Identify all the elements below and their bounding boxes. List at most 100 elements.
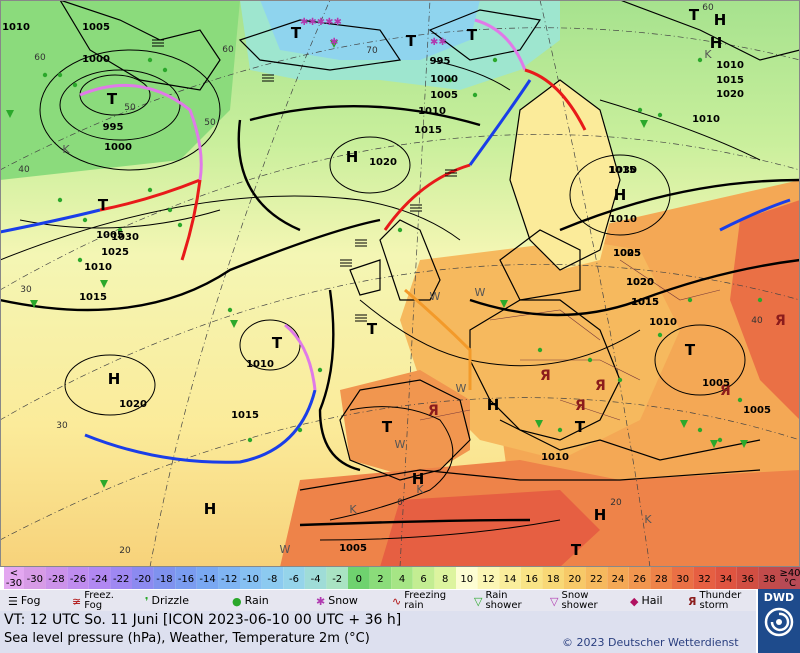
isobars (0, 49, 761, 541)
colorbar-cell: 26 (628, 567, 651, 589)
weather-letter: K (644, 513, 652, 526)
svg-text:Я: Я (428, 403, 439, 419)
isobar-label: 1005 (96, 230, 124, 241)
isobar-label: 1015 (631, 297, 659, 308)
colorbar-label: 26 (633, 574, 646, 585)
dwd-logo-icon (764, 607, 794, 637)
colorbar-cell: 16 (520, 567, 543, 589)
colorbar-label: 20 (568, 574, 581, 585)
colorbar-cell: 2 (369, 567, 392, 589)
weather-legend: ☰ Fog ≆ Freez. Fog ❜ Drizzle ● Rain ✱ Sn… (0, 589, 756, 612)
isobar-label: 1020 (369, 157, 397, 168)
colorbar-label: 38 (763, 574, 776, 585)
low-pressure-center: T (406, 32, 417, 50)
graticule-label: 60 (702, 3, 714, 13)
colorbar-cell: 34 (715, 567, 737, 589)
colorbar-label: 24 (612, 574, 625, 585)
isobar-label: 1000 (104, 142, 132, 153)
low-pressure-center: T (291, 24, 302, 42)
colorbar-label: 22 (590, 574, 603, 585)
isobar-label: 1030 (111, 232, 139, 243)
graticule-label: 30 (56, 421, 68, 431)
graticule-label: 60 (34, 53, 46, 63)
graticule-label: 40 (18, 165, 30, 175)
isobar-label: 1015 (231, 410, 259, 421)
legend-rain-shower: ▽ Rain shower (474, 590, 522, 611)
legend-snow: ✱ Snow (316, 594, 358, 608)
weather-letter: W (475, 286, 486, 299)
colorbar-cell: -12 (218, 567, 240, 589)
svg-text:✱✱✱✱✱: ✱✱✱✱✱ (300, 17, 342, 28)
isobar-label: 1000 (82, 54, 110, 65)
thunderstorm-symbols: ЯЯЯ ЯЯЯ (428, 313, 786, 419)
low-pressure-center: T (467, 26, 478, 44)
low-pressure-center: T (571, 541, 582, 559)
weather-letter: K (416, 483, 424, 496)
colorbar-cell: 8 (434, 567, 456, 589)
colorbar-label: 12 (482, 574, 495, 585)
colorbar-label: -24 (91, 574, 107, 585)
thunderstorm-icon: Я (688, 594, 697, 608)
low-pressure-center: T (685, 341, 696, 359)
colorbar-cell: 14 (499, 567, 521, 589)
isobar-label: 1015 (414, 125, 442, 136)
isobars-thick (0, 104, 800, 527)
isobar-label: 1010 (649, 317, 677, 328)
isobar-label: 1010 (246, 359, 274, 370)
colorbar-cell: -18 (153, 567, 176, 589)
colorbar-label: 32 (698, 574, 711, 585)
isobar-label: 1030 (609, 165, 637, 176)
low-pressure-center: T (575, 418, 586, 436)
legend-hail: ◆ Hail (630, 594, 663, 608)
colorbar-max-top: ≥40 (779, 568, 800, 579)
isobar-label: 1015 (631, 297, 659, 308)
weather-letter: W (395, 438, 406, 451)
isobar-label: 1015 (608, 165, 636, 176)
high-pressure-center: H (108, 370, 121, 388)
rain-icon: ● (232, 594, 242, 608)
fog-symbols (152, 39, 457, 322)
colorbar-label: 34 (720, 574, 733, 585)
graticule-label: 40 (751, 316, 763, 326)
high-pressure-center: H (204, 500, 217, 518)
colorbar-cell: 0 (348, 567, 370, 589)
colorbar-cell-min: <-30 (4, 567, 24, 589)
svg-text:Я: Я (720, 383, 731, 399)
colorbar-cell: 28 (650, 567, 672, 589)
scandinavia (510, 80, 620, 270)
colorbar-cell: 6 (412, 567, 435, 589)
low-pressure-center: T (689, 6, 700, 24)
freezing-fog-icon: ≆ (72, 594, 82, 608)
fronts (0, 18, 791, 464)
copyright: © 2023 Deutscher Wetterdienst (562, 636, 739, 649)
isobar-label: 995 (103, 122, 124, 133)
colorbar-label: -4 (311, 574, 321, 585)
isobar-label: 1005 (613, 248, 641, 259)
colorbar-cell: 24 (607, 567, 629, 589)
low-pressure-center: T (272, 334, 283, 352)
colorbar-cell: -2 (326, 567, 348, 589)
dwd-logo-block: DWD (758, 589, 800, 653)
legend-thunderstorm: Я Thunder storm (688, 590, 742, 611)
graticule-label: 50 (124, 103, 136, 113)
high-pressure-center: H (346, 148, 359, 166)
isobar-label: 1005 (82, 22, 110, 33)
colorbar-cell: 30 (672, 567, 694, 589)
colorbar-cell: 38 (758, 567, 780, 589)
rain-shower-icon: ▽ (474, 594, 483, 608)
colorbar-label: 36 (741, 574, 754, 585)
colorbar-cell-max: ≥40°C (779, 567, 800, 589)
isobar-label: 1005 (339, 543, 367, 554)
low-pressure-center: T (107, 90, 118, 108)
colorbar-cell: 22 (585, 567, 608, 589)
legend-snow-shower: ▽ Snow shower (550, 590, 598, 611)
isobar-label: 1015 (716, 75, 744, 86)
colorbar-label: 16 (525, 574, 538, 585)
colorbar-cell: 20 (564, 567, 586, 589)
drizzle-icon: ❜ (145, 594, 149, 608)
svg-text:Я: Я (575, 398, 586, 414)
isobar-label: 1005 (743, 405, 771, 416)
colorbar-cell: -14 (196, 567, 219, 589)
sahara-hot (380, 490, 600, 567)
